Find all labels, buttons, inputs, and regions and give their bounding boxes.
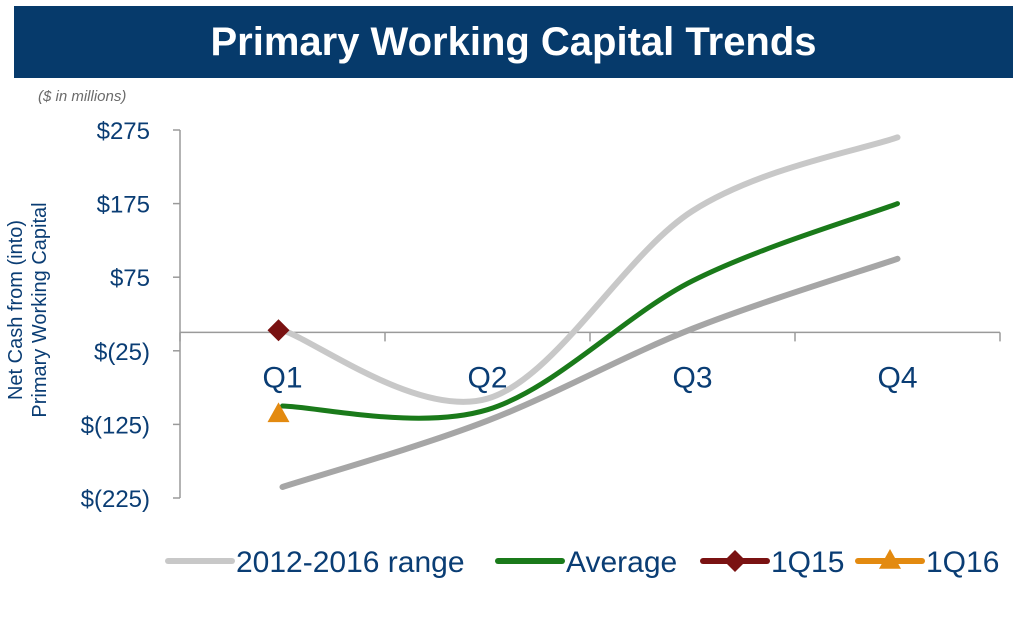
y-tick-label: $(125) [81,412,150,439]
y-tick-label: $75 [110,265,150,292]
y-tick-label: $275 [97,118,150,145]
x-tick-label: Q1 [262,361,302,394]
average-line [280,201,900,421]
y-tick-label: $(25) [94,339,150,366]
y-tick-label: $175 [97,192,150,219]
title-banner: Primary Working Capital Trends [14,6,1013,78]
units-note: ($ in millions) [38,88,127,105]
x-tick-label: Q3 [672,361,712,394]
page-title: Primary Working Capital Trends [210,19,817,64]
y-tick-label: $(225) [81,486,150,513]
x-tick-label: Q4 [877,361,917,394]
legend-label: 1Q15 [771,546,844,579]
legend-marker-triangle [879,549,901,569]
x-tick-label: Q2 [467,361,507,394]
legend-label: 2012-2016 range [236,546,465,579]
legend-marker-diamond [724,550,746,572]
legend-label: Average [566,546,677,579]
range-lower-line [279,255,901,490]
legend-label: 1Q16 [926,546,999,579]
1q16-point [267,402,290,423]
range-upper-line [279,134,901,405]
1q15-point [267,319,290,342]
